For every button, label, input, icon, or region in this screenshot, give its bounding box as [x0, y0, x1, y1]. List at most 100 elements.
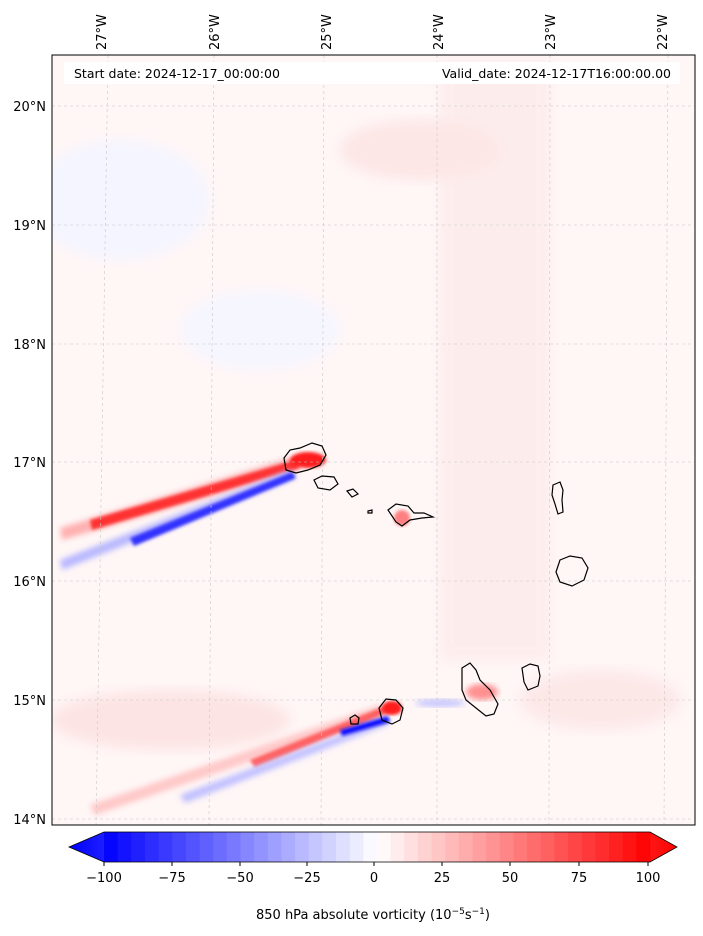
coastlines — [283, 442, 589, 725]
colorbar-step — [431, 832, 446, 862]
colorbar-outline — [67, 831, 678, 863]
colorbar-step — [390, 832, 405, 862]
weak-positive-patch — [340, 120, 500, 180]
lon-label: 27°W — [95, 14, 110, 50]
south-wake-negative-outer — [180, 718, 390, 803]
colorbar-step — [417, 832, 433, 862]
colorbar-step — [322, 832, 337, 862]
colorbar-step — [349, 832, 364, 862]
colorbar-step — [213, 832, 228, 862]
island-sal — [551, 481, 564, 515]
colorbar-step — [636, 832, 651, 862]
colorbar-tick-label: 100 — [636, 871, 661, 886]
lon-label: 26°W — [208, 14, 223, 50]
colorbar-step — [472, 832, 487, 862]
colorbar-step — [131, 832, 146, 862]
south-wake-negative-core — [340, 716, 390, 736]
colorbar-step — [336, 832, 351, 862]
start-date-label: Start date: 2024-12-17_00:00:00 — [74, 66, 280, 81]
colorbar-step — [267, 832, 282, 862]
colorbar-step — [568, 832, 583, 862]
colorbar-step — [458, 832, 474, 862]
meridian-gridline — [320, 54, 325, 826]
island-santiago — [461, 662, 499, 717]
colorbar-tick-label: −75 — [158, 871, 185, 886]
colorbar-step — [117, 832, 132, 862]
header-background — [64, 62, 680, 84]
colorbar-step — [595, 832, 610, 862]
north-wake-positive-core — [90, 460, 300, 530]
colorbar-step — [540, 832, 555, 862]
colorbar-step — [240, 832, 255, 862]
south-wake-source — [382, 701, 402, 715]
colorbar-step — [172, 832, 187, 862]
longitude-labels: 27°W 26°W 25°W 24°W 23°W 22°W — [95, 14, 671, 50]
colorbar-tick-label: 0 — [370, 871, 378, 886]
lon-label: 23°W — [544, 14, 559, 50]
south-wake-positive-outer — [90, 705, 388, 815]
colorbar-tick-label: −100 — [86, 871, 122, 886]
colorbar-step — [445, 832, 460, 862]
colorbar-step — [513, 832, 528, 862]
colorbar-step — [486, 832, 501, 862]
lat-label: 17°N — [13, 456, 46, 471]
south-wake-positive-core — [250, 706, 390, 768]
colorbar-step — [527, 832, 542, 862]
meridian-gridline — [95, 54, 109, 826]
colorbar-step — [581, 832, 596, 862]
colorbar-step — [377, 832, 392, 862]
santiago-wake — [466, 684, 498, 700]
island-fogo — [378, 698, 404, 725]
lon-label: 25°W — [320, 14, 335, 50]
colorbar-step — [308, 832, 323, 862]
colorbar-step — [554, 832, 569, 862]
colorbar: −100 −75 −50 −25 0 25 50 75 100 850 hPa … — [67, 831, 678, 923]
island-islet — [367, 509, 373, 514]
island-sao-nicolau — [387, 503, 436, 527]
colorbar-step — [622, 832, 637, 862]
lon-label: 24°W — [432, 14, 447, 50]
lat-label: 15°N — [13, 694, 46, 709]
island-santo-antao — [283, 442, 327, 474]
weak-negative-patch — [180, 290, 340, 370]
vorticity-field — [52, 55, 695, 825]
colorbar-step — [295, 832, 310, 862]
colorbar-step — [499, 832, 514, 862]
north-wake-negative-core — [130, 472, 296, 546]
island-brava — [349, 714, 360, 725]
lon-label: 22°W — [656, 14, 671, 50]
island-boa-vista — [555, 555, 589, 587]
colorbar-step — [185, 832, 201, 862]
colorbar-step — [226, 832, 241, 862]
meridian-gridline — [208, 54, 215, 826]
gridlines — [52, 54, 695, 826]
santiago-negative-wake — [415, 699, 465, 707]
colorbar-tick-label: −50 — [226, 871, 253, 886]
weak-negative-patch — [52, 140, 210, 260]
north-wake-source — [290, 452, 326, 468]
colorbar-step — [199, 832, 214, 862]
colorbar-step — [404, 832, 419, 862]
island-sao-vicente — [313, 475, 339, 491]
colorbar-step — [609, 832, 624, 862]
colorbar-ticks — [103, 862, 649, 866]
colorbar-steps — [104, 832, 651, 862]
valid-date-label: Valid_date: 2024-12-17T16:00:00.00 — [442, 66, 671, 81]
latitude-labels: 20°N 19°N 18°N 17°N 16°N 15°N 14°N — [13, 100, 46, 828]
colorbar-label: 850 hPa absolute vorticity (10−5s−1) — [256, 907, 490, 923]
lat-label: 18°N — [13, 338, 46, 353]
colorbar-step — [281, 832, 296, 862]
island-santa-luzia — [345, 488, 360, 498]
lat-label: 20°N — [13, 100, 46, 115]
map-frame — [51, 54, 696, 826]
colorbar-step — [144, 832, 160, 862]
meridian-gridline — [663, 54, 669, 826]
colorbar-tick-label: 50 — [502, 871, 519, 886]
lat-label: 16°N — [13, 575, 46, 590]
colorbar-step — [254, 832, 269, 862]
colorbar-tick-label: −25 — [293, 871, 320, 886]
colorbar-step — [104, 832, 119, 862]
colorbar-step — [158, 832, 173, 862]
colorbar-step — [363, 832, 378, 862]
